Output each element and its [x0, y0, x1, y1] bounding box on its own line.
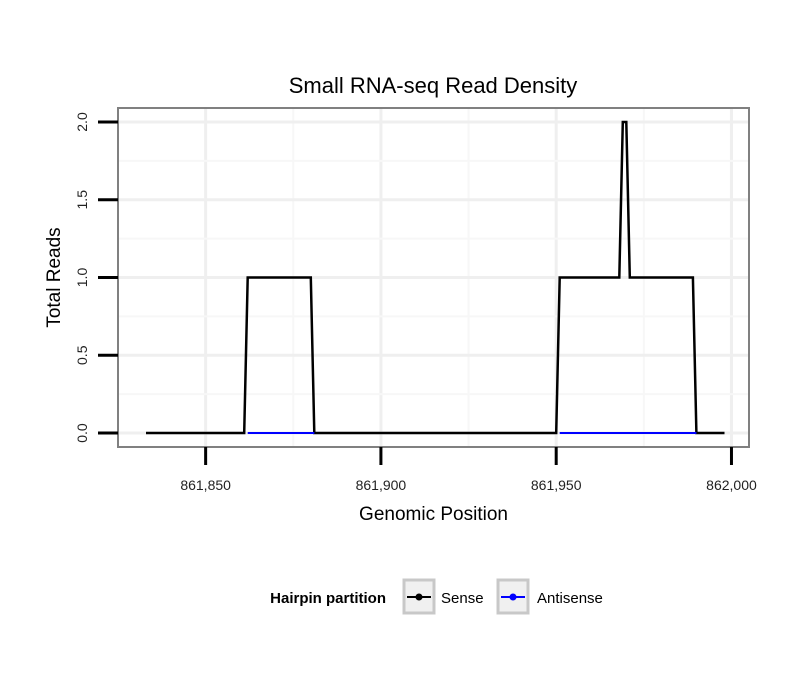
y-tick-label: 2.0 [74, 112, 90, 132]
x-tick-label: 861,900 [356, 477, 407, 493]
chart-title: Small RNA-seq Read Density [289, 73, 578, 98]
y-tick-label: 1.0 [74, 268, 90, 288]
x-tick-label: 861,850 [180, 477, 231, 493]
y-axis-title: Total Reads [44, 227, 65, 327]
legend-item-sense[interactable]: Sense [402, 578, 484, 615]
y-tick-label: 1.5 [74, 190, 90, 210]
legend-item-antisense[interactable]: Antisense [496, 578, 603, 615]
series-sense-line [146, 120, 725, 435]
y-tick-label: 0.5 [74, 345, 90, 365]
legend-label-antisense: Antisense [537, 590, 603, 607]
series [146, 120, 725, 435]
legend: Hairpin partition Sense Antisense [270, 578, 603, 615]
grid [118, 108, 749, 447]
axes: 861,850 861,900 861,950 862,000 0.0 0.5 1.0 1.5… [74, 112, 757, 493]
x-tick-label: 862,000 [706, 477, 757, 493]
legend-marker-antisense [509, 593, 517, 601]
y-tick-label: 0.0 [74, 423, 90, 443]
x-axis-title: Genomic Position [359, 504, 508, 525]
x-tick-label: 861,950 [531, 477, 582, 493]
legend-title: Hairpin partition [270, 590, 386, 607]
legend-marker-sense [415, 593, 423, 601]
legend-label-sense: Sense [441, 590, 484, 607]
